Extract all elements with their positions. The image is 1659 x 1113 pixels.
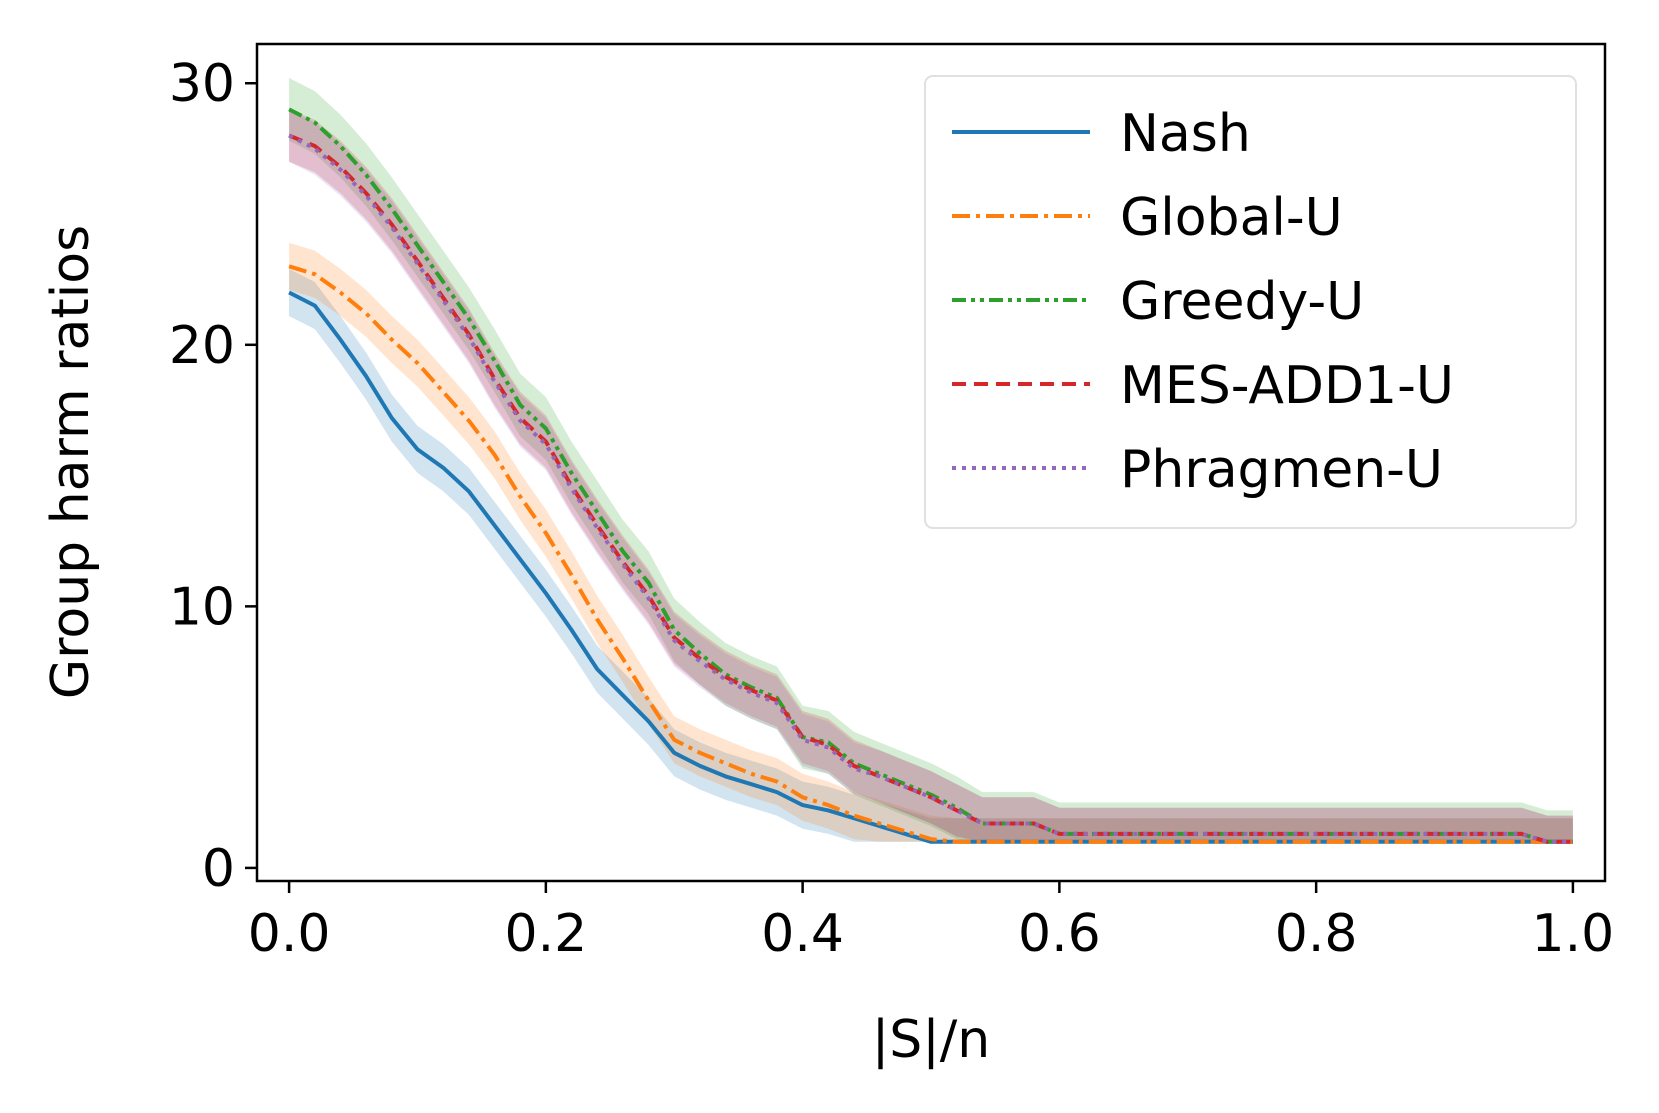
series-lines [288,107,1573,844]
x-axis: 0.0 0.2 0.4 0.6 0.8 1.0 [248,881,1615,964]
legend: Nash Global-U Greedy-U MES-ADD1-U Phragmen-U [924,75,1577,529]
y-axis: 0 10 20 30 [169,54,257,899]
y-tick-label: 30 [169,54,235,114]
greedy-u-line [288,107,1573,844]
global-u-line [288,264,1573,844]
confidence-bands [289,78,1573,842]
plot-frame [255,42,1607,883]
y-tick-label: 10 [169,577,235,637]
nash-band [289,268,1573,842]
global-u-band [289,242,1573,842]
y-tick-label: 20 [169,316,235,376]
x-tick-label: 0.0 [248,904,331,964]
legend-box [924,75,1577,529]
x-tick-label: 0.6 [1018,904,1101,964]
x-tick-label: 0.8 [1275,904,1358,964]
legend-label-phragmen-u: Phragmen-U [1120,440,1443,500]
y-axis-label: Group harm ratios [41,225,101,699]
mes-add1-u-line [288,133,1573,844]
x-tick-label: 0.2 [505,904,588,964]
y-tick-label: 0 [202,839,235,899]
legend-label-greedy-u: Greedy-U [1120,272,1364,332]
x-axis-label: |S|/n [872,1010,991,1070]
legend-label-global-u: Global-U [1120,188,1343,248]
x-tick-label: 1.0 [1532,904,1615,964]
legend-label-mes-add1-u: MES-ADD1-U [1120,356,1454,416]
legend-label-nash: Nash [1120,104,1251,164]
x-tick-label: 0.4 [761,904,844,964]
